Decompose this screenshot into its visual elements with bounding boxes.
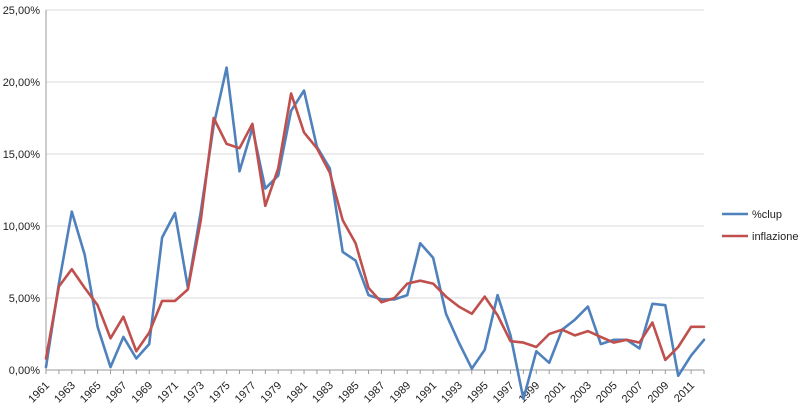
legend-label: inflazione	[752, 231, 798, 243]
x-tick-label: 2011	[672, 380, 697, 405]
x-tick-label: 1983	[310, 380, 336, 406]
y-tick-label: 10,00%	[3, 221, 41, 233]
x-tick-label: 2001	[542, 380, 568, 406]
legend-label: %clup	[752, 209, 782, 221]
x-tick-label: 1981	[284, 380, 310, 406]
y-axis: 0,00% 5,00% 10,00% 15,00% 20,00% 25,00%	[3, 5, 47, 377]
x-tick-label: 1963	[52, 380, 78, 406]
x-tick-label: 2005	[594, 380, 620, 406]
x-axis: 1961 1963 1965 1967 1969 1971 1973 1975 1977 1979…	[26, 369, 705, 406]
plot-series	[44, 66, 706, 401]
x-tick-label: 1961	[26, 380, 52, 406]
grid-lines	[46, 9, 704, 299]
x-tick-label: 1991	[413, 380, 439, 406]
legend: %clup inflazione	[722, 209, 798, 243]
y-tick-label: 25,00%	[3, 5, 41, 17]
x-tick-label: 1989	[388, 380, 414, 406]
x-tick-label: 1985	[336, 380, 362, 406]
y-tick-label: 20,00%	[3, 77, 41, 89]
y-tick-label: 5,00%	[9, 293, 40, 305]
x-tick-label: 1997	[491, 380, 517, 406]
x-tick-label: 1969	[130, 380, 156, 406]
x-tick-label: 1977	[233, 380, 259, 406]
x-tick-label: 1987	[362, 380, 388, 406]
x-tick-label: 1965	[78, 380, 104, 406]
x-tick-label: 1967	[104, 380, 130, 406]
y-tick-label: 0,00%	[9, 365, 40, 377]
x-tick-label: 2009	[646, 380, 672, 406]
x-tick-label: 1971	[155, 380, 181, 406]
x-tick-label: 1993	[439, 380, 465, 406]
x-tick-label: 1973	[181, 380, 207, 406]
x-tick-label: 1979	[259, 380, 285, 406]
series-line-inflazione	[44, 92, 706, 362]
series-line-clup	[44, 66, 706, 401]
x-tick-label: 2003	[568, 380, 594, 406]
x-tick-label: 1995	[465, 380, 491, 406]
y-tick-label: 15,00%	[3, 149, 41, 161]
x-tick-label: 1975	[207, 380, 233, 406]
x-tick-label: 2007	[620, 380, 646, 406]
